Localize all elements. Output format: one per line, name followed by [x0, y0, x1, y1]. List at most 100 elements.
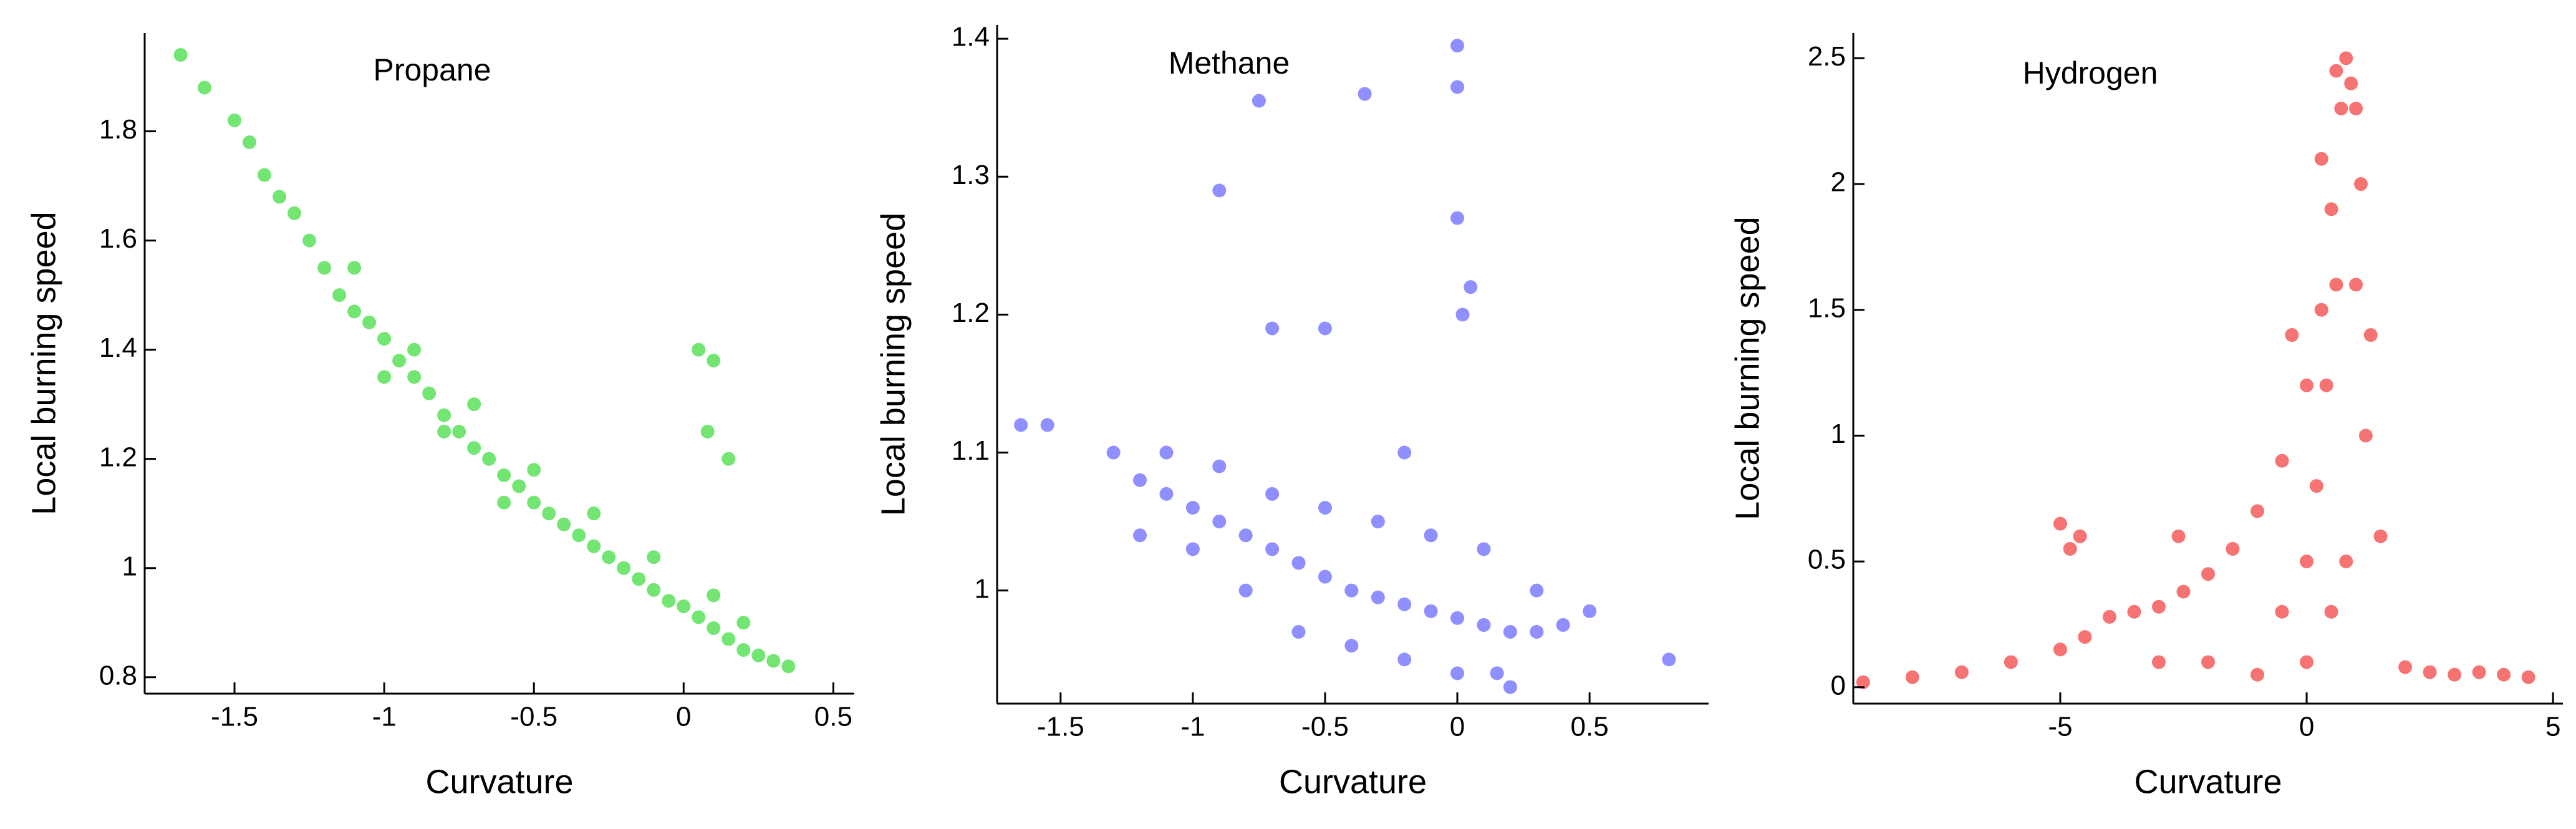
point [1450, 80, 1465, 94]
x-tick-label: 0.5 [814, 702, 852, 732]
point [1530, 625, 1544, 639]
point [2497, 667, 2511, 682]
point [1397, 652, 1412, 667]
point [602, 550, 616, 565]
point [1424, 528, 1438, 543]
point [572, 528, 586, 543]
point [377, 332, 392, 346]
x-axis-label: Curvature [2134, 763, 2282, 800]
point [2329, 64, 2343, 78]
point [2334, 102, 2348, 116]
point [2063, 541, 2077, 556]
y-axis-label: Local burning speed [25, 211, 62, 515]
point [2319, 378, 2333, 392]
y-axis-label: Local burning speed [874, 213, 912, 516]
point [437, 408, 451, 422]
point [482, 452, 496, 466]
y-tick-label: 1 [122, 551, 137, 581]
point [2151, 655, 2166, 669]
x-tick-label: -0.5 [510, 702, 557, 732]
point [302, 233, 317, 248]
point [647, 550, 661, 565]
point [1583, 604, 1597, 618]
point [2314, 303, 2328, 317]
point [2353, 177, 2368, 191]
point [2073, 529, 2087, 543]
y-tick-label: 1.3 [952, 160, 990, 190]
x-tick-label: -1.5 [1037, 712, 1084, 742]
point [1133, 473, 1147, 487]
point [662, 594, 676, 608]
point [2423, 665, 2437, 679]
y-tick-label: 2 [1831, 167, 1846, 198]
point [647, 583, 661, 597]
point [721, 632, 736, 646]
point [1133, 528, 1147, 543]
point [243, 135, 257, 150]
point [2309, 479, 2323, 493]
point [2078, 630, 2092, 644]
chart-title: Hydrogen [2023, 56, 2158, 90]
point [2521, 670, 2535, 684]
point [1490, 666, 1504, 681]
point [587, 539, 601, 553]
point [258, 168, 272, 182]
point [1905, 670, 1919, 684]
point [1455, 308, 1470, 322]
x-tick-label: 0 [2299, 712, 2314, 742]
point [512, 479, 526, 493]
point [2176, 584, 2191, 599]
point [407, 342, 422, 357]
point [2201, 567, 2215, 581]
point [1450, 666, 1465, 681]
point [1159, 487, 1174, 501]
x-tick-label: -1.5 [211, 702, 258, 732]
point [692, 610, 706, 624]
point [1371, 590, 1385, 604]
point [2324, 604, 2338, 619]
point [1291, 625, 1306, 639]
point [1212, 515, 1227, 529]
point [2275, 453, 2289, 468]
point [2324, 202, 2338, 216]
y-tick-label: 0.5 [1808, 545, 1846, 575]
point [1014, 418, 1028, 432]
point [362, 315, 377, 329]
point [497, 495, 511, 510]
point [377, 370, 392, 384]
point [707, 621, 721, 635]
chart-title: Propane [373, 52, 491, 87]
y-tick-label: 0.8 [99, 660, 137, 691]
point [2171, 529, 2186, 543]
y-axis-label: Local burning speed [1729, 216, 1766, 520]
x-tick-label: -5 [2048, 712, 2072, 742]
point [1318, 500, 1332, 515]
x-axis-label: Curvature [425, 763, 573, 800]
point [736, 616, 751, 630]
point [1397, 445, 1412, 460]
point [1040, 418, 1054, 432]
y-tick-label: 1.4 [99, 332, 137, 363]
point [392, 354, 407, 368]
point [1265, 542, 1280, 556]
point [2448, 667, 2462, 682]
y-tick-label: 1.6 [99, 223, 137, 254]
point [721, 452, 736, 466]
point [2472, 665, 2486, 679]
point [1358, 87, 1372, 101]
point [1530, 583, 1544, 598]
point [707, 354, 721, 368]
point [228, 114, 242, 128]
point [1344, 583, 1359, 598]
point [1450, 211, 1465, 225]
point [347, 261, 362, 275]
point [2349, 102, 2363, 116]
point [2398, 660, 2413, 674]
point [692, 342, 706, 357]
point [1344, 639, 1359, 653]
point [452, 424, 466, 439]
point [2226, 541, 2240, 556]
y-tick-label: 1.2 [99, 442, 137, 472]
point [2201, 655, 2215, 669]
